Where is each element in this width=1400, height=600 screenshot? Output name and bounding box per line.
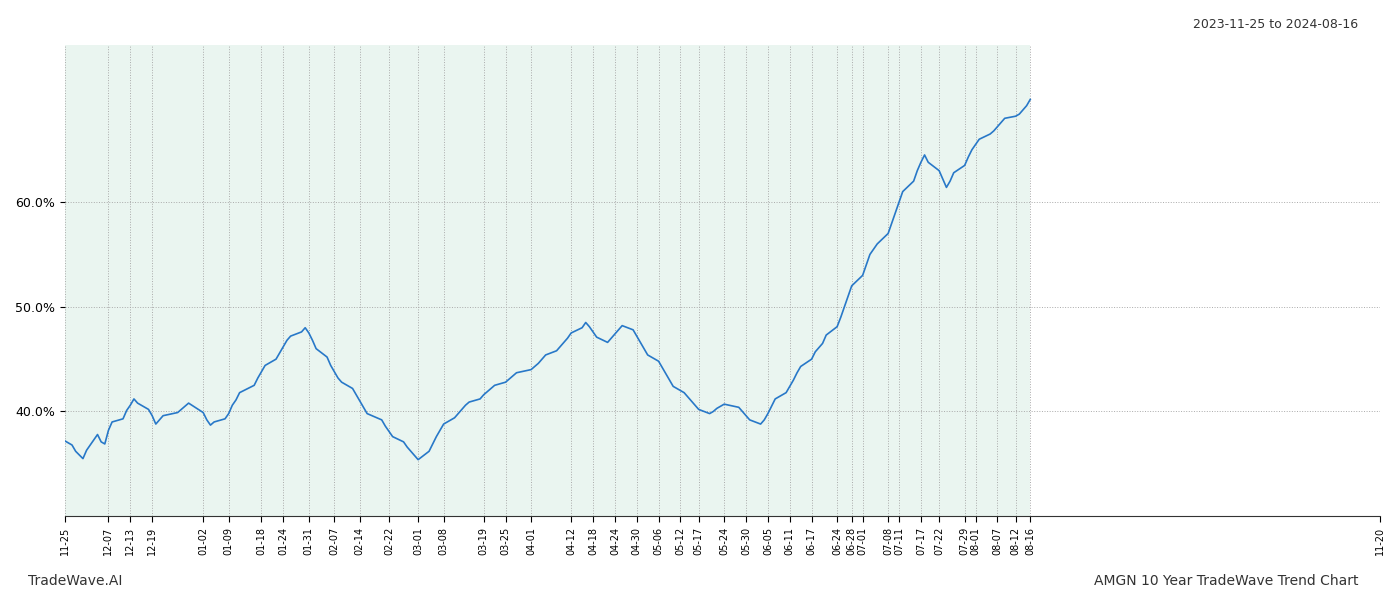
Text: TradeWave.AI: TradeWave.AI <box>28 574 122 588</box>
Text: AMGN 10 Year TradeWave Trend Chart: AMGN 10 Year TradeWave Trend Chart <box>1093 574 1358 588</box>
Bar <box>64 45 1030 516</box>
Text: 2023-11-25 to 2024-08-16: 2023-11-25 to 2024-08-16 <box>1193 18 1358 31</box>
